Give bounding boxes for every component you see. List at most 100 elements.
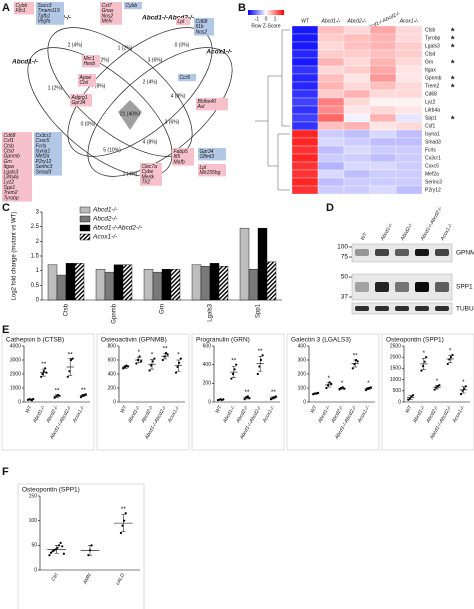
x-tick-label: Gpnmb [112,303,118,323]
heatmap-cell [395,177,423,187]
gene-name: Tmem119 [38,8,60,14]
significance: ** [353,353,359,360]
gene-box [198,148,226,161]
bar [209,263,220,301]
significance: ** [121,506,127,513]
heatmap-cell [369,89,397,99]
key-cell [268,10,270,15]
heatmap-cell [395,105,423,115]
data-point [231,372,235,376]
gene-box [2,132,32,202]
key-cell [273,10,275,15]
data-point [148,369,151,372]
star: ★ [450,27,455,34]
blot-band [395,249,409,256]
protein-label: TUBULIN [456,306,474,313]
heatmap-cell [369,137,397,147]
gene-name: Mertk [142,174,155,180]
data-point [40,375,43,378]
significance: * [436,378,439,385]
gene-box [124,2,142,10]
row-label: Smad3 [425,139,441,145]
venn-set-label: Abcd1-/- [11,59,38,66]
venn-ellipse [27,47,173,177]
heatmap-cell [291,185,319,195]
panel-label: B [238,2,246,14]
gene-name: Mir155hg [200,170,221,176]
heatmap-cell [291,97,319,107]
heatmap-cell [291,49,319,59]
heatmap-cell [317,121,345,131]
bar [122,264,133,301]
data-point [356,360,359,363]
heatmap-cell [395,121,423,131]
heatmap-cell [343,41,371,51]
error-bar [28,398,33,401]
significance: * [341,380,344,387]
key-cell [254,10,256,15]
y-tick-label: 50 [31,543,37,549]
x-tick-label: Abcd1-/- [222,404,237,425]
blot-band [375,306,389,311]
heatmap-cell [317,97,345,107]
row-label: Spp1 [425,115,437,121]
blot-band [415,249,429,256]
error-bar [123,365,128,369]
y-tick-label: 1000 [390,377,401,383]
y-tick-label: 400 [203,362,212,368]
key-cell [262,10,264,15]
star: ★ [450,43,455,50]
heatmap-cell [369,105,397,115]
legend-label: Abcd2-/- [92,216,118,223]
legend-label: Abcd1-/-Abcd2-/- [92,225,143,232]
data-point [174,371,178,374]
gene-box [198,164,226,177]
row-label: Isyna1 [425,131,440,137]
gene-name: Mefv [102,19,113,25]
gene-box [178,74,196,82]
data-point [235,363,238,366]
gene-name: Cd68 [196,19,208,25]
gene-box [82,55,100,68]
heatmap-cell [317,169,345,179]
gene-name: Mafb [174,159,185,165]
error-bar [54,545,59,554]
heatmap-cell [369,65,397,75]
heatmap-cell [343,161,371,171]
significance: ** [244,389,250,396]
data-point [425,356,428,359]
row-label: P2ry12 [425,187,441,193]
data-point [463,387,466,390]
key-cell [267,10,269,15]
heatmap-cell [395,41,423,51]
x-tick-label: WT [309,404,319,415]
x-tick-label: Spp1 [256,303,262,318]
data-point [59,541,62,544]
y-tick-label: 0 [36,298,40,304]
y-tick-label: 2000 [390,355,401,361]
significance: ** [271,389,277,396]
gene-name: Clec7a [142,164,158,170]
heatmap-cell [343,137,371,147]
marker-label: 37 [341,294,349,301]
data-point [41,372,44,376]
legend-swatch [79,224,91,232]
heatmap-cell [343,25,371,35]
gene-box [176,18,190,26]
key-tick: 1 [274,16,277,22]
heatmap-cell [291,161,319,171]
data-point [57,544,61,547]
gene-name: Grn [4,159,13,165]
lane-label: Abcd1-/- [379,222,394,243]
gene-name: Lpl [178,19,186,25]
row-label: Csf1 [425,123,436,129]
key-cell [272,10,274,15]
gene-name: Trem2 [4,190,18,196]
heatmap-cell [369,25,397,35]
error-bar [461,386,466,394]
significance: ** [81,387,87,394]
heatmap-cell [395,25,423,35]
row-label: Gpnmb [425,75,442,81]
heatmap-cell [291,89,319,99]
heatmap-cell [317,153,345,163]
